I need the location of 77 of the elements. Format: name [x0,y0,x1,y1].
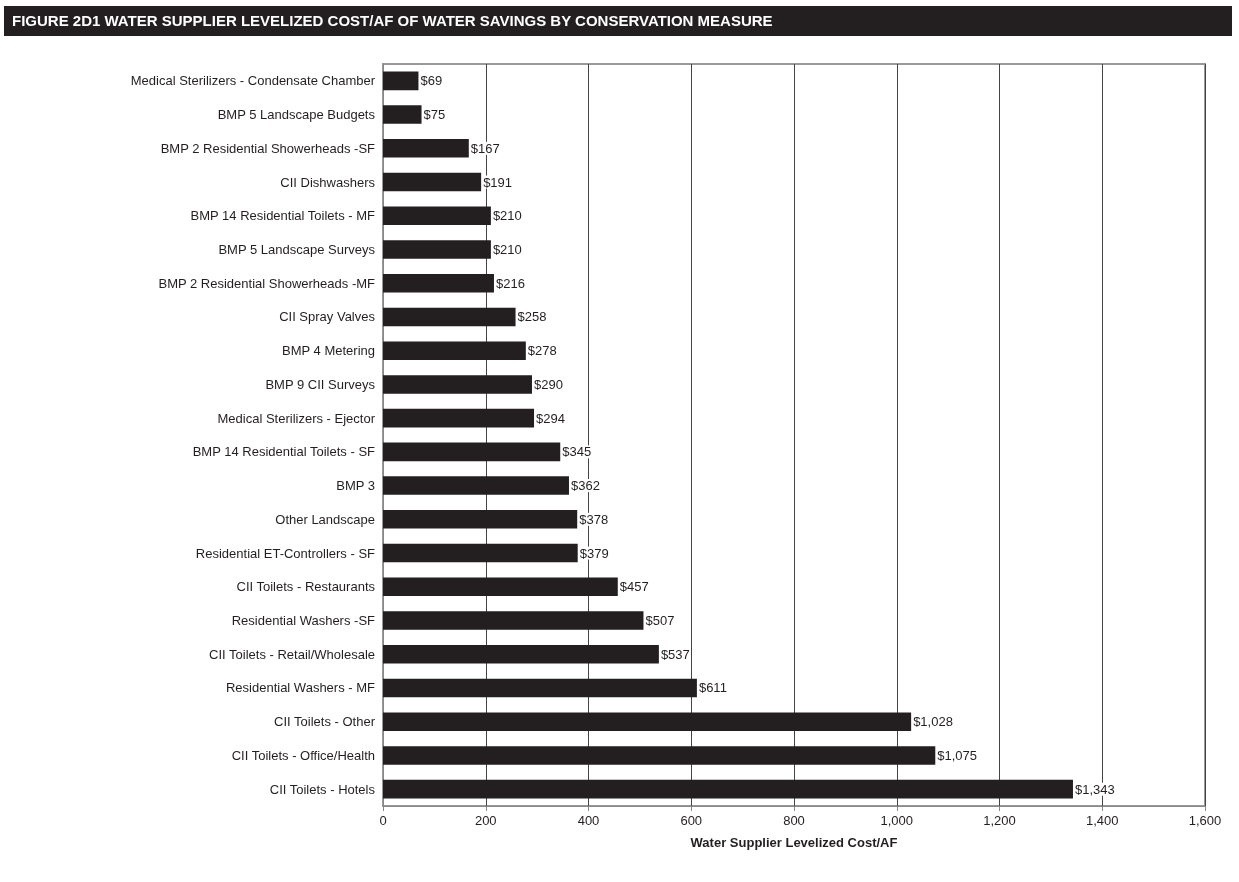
bar [383,644,659,664]
y-tick-label: Medical Sterilizers - Condensate Chamber [130,73,376,89]
y-tick-label: BMP 9 CII Surveys [265,376,376,392]
data-label: $1,028 [913,714,953,730]
x-tick-label: 600 [680,813,703,828]
x-tick-label: 1,400 [1085,813,1119,828]
y-tick-label: CII Dishwashers [280,174,376,190]
bar [383,71,419,91]
data-label: $537 [660,646,690,662]
bar [383,678,697,698]
bar [383,476,569,495]
bar [383,139,469,158]
y-tick-label: CII Toilets - Retail/Wholesale [209,646,375,662]
data-label: $507 [645,613,675,628]
y-tick-label: CII Toilets - Other [274,714,376,730]
data-label: $294 [536,410,565,426]
bar [383,105,422,124]
bar [383,240,491,259]
data-label: $457 [619,579,649,595]
data-label: $379 [579,545,609,561]
bar [383,206,491,226]
bar [383,712,912,731]
bar [383,746,936,765]
x-tick-label: 1,200 [983,813,1016,828]
y-tick-label: Medical Sterilizers - Ejector [217,410,376,426]
data-label: $1,343 [1074,781,1115,797]
data-label: $75 [423,107,446,123]
bar [383,307,516,327]
bar [383,408,535,428]
bar [383,172,482,192]
x-tick-label: 1,600 [1188,813,1222,828]
bar [383,273,494,293]
x-axis-title: Water Supplier Levelized Cost/AF [690,835,898,850]
y-tick-label: Other Landscape [275,511,375,527]
y-tick-label: CII Toilets - Hotels [269,781,376,797]
data-label: $258 [517,309,547,325]
data-label: $1,075 [937,747,978,763]
data-label: $216 [495,275,525,291]
y-tick-label: Residential Washers - MF [225,680,376,696]
bar [383,442,561,462]
data-label: $345 [562,444,592,460]
x-tick-label: 0 [379,813,387,828]
data-label: $191 [483,174,513,190]
chart-title: FIGURE 2D1 WATER SUPPLIER LEVELIZED COST/AF OF WATER SAVINGS BY CONSERVATION MEASURE [4,6,1232,36]
x-tick-label: 1,000 [880,813,914,828]
y-tick-label: BMP 2 Residential Showerheads -SF [160,140,376,156]
y-tick-label: BMP 5 Landscape Surveys [218,242,376,257]
bar [383,510,578,529]
data-label: $167 [470,140,500,156]
y-tick-label: CII Toilets - Office/Health [231,747,375,763]
y-tick-label: BMP 14 Residential Toilets - MF [190,208,376,224]
x-tick-label: 800 [783,813,805,828]
data-label: $210 [492,208,522,224]
data-label: $378 [579,511,609,527]
y-tick-label: BMP 4 Metering [282,343,375,359]
x-tick-label: 200 [474,813,497,828]
data-label: $611 [698,680,727,696]
y-tick-label: Residential ET-Controllers - SF [195,545,376,561]
y-tick-label: BMP 5 Landscape Budgets [217,107,376,123]
data-label: $69 [420,73,443,89]
y-tick-label: CII Toilets - Restaurants [236,579,376,595]
y-tick-label: BMP 3 [336,478,375,494]
data-label: $210 [492,242,522,257]
bar [383,543,578,563]
data-label: $278 [527,343,557,359]
data-label: $362 [570,478,600,494]
x-tick-label: 400 [577,813,600,828]
bar [383,779,1073,799]
y-tick-label: BMP 2 Residential Showerheads -MF [158,275,376,291]
y-tick-label: Residential Washers -SF [231,613,376,628]
bar [383,577,618,597]
bar [383,375,532,394]
data-label: $290 [533,376,563,392]
bar [383,341,526,360]
y-tick-label: BMP 14 Residential Toilets - SF [192,444,376,460]
bar [383,611,644,630]
y-tick-label: CII Spray Valves [279,309,376,325]
